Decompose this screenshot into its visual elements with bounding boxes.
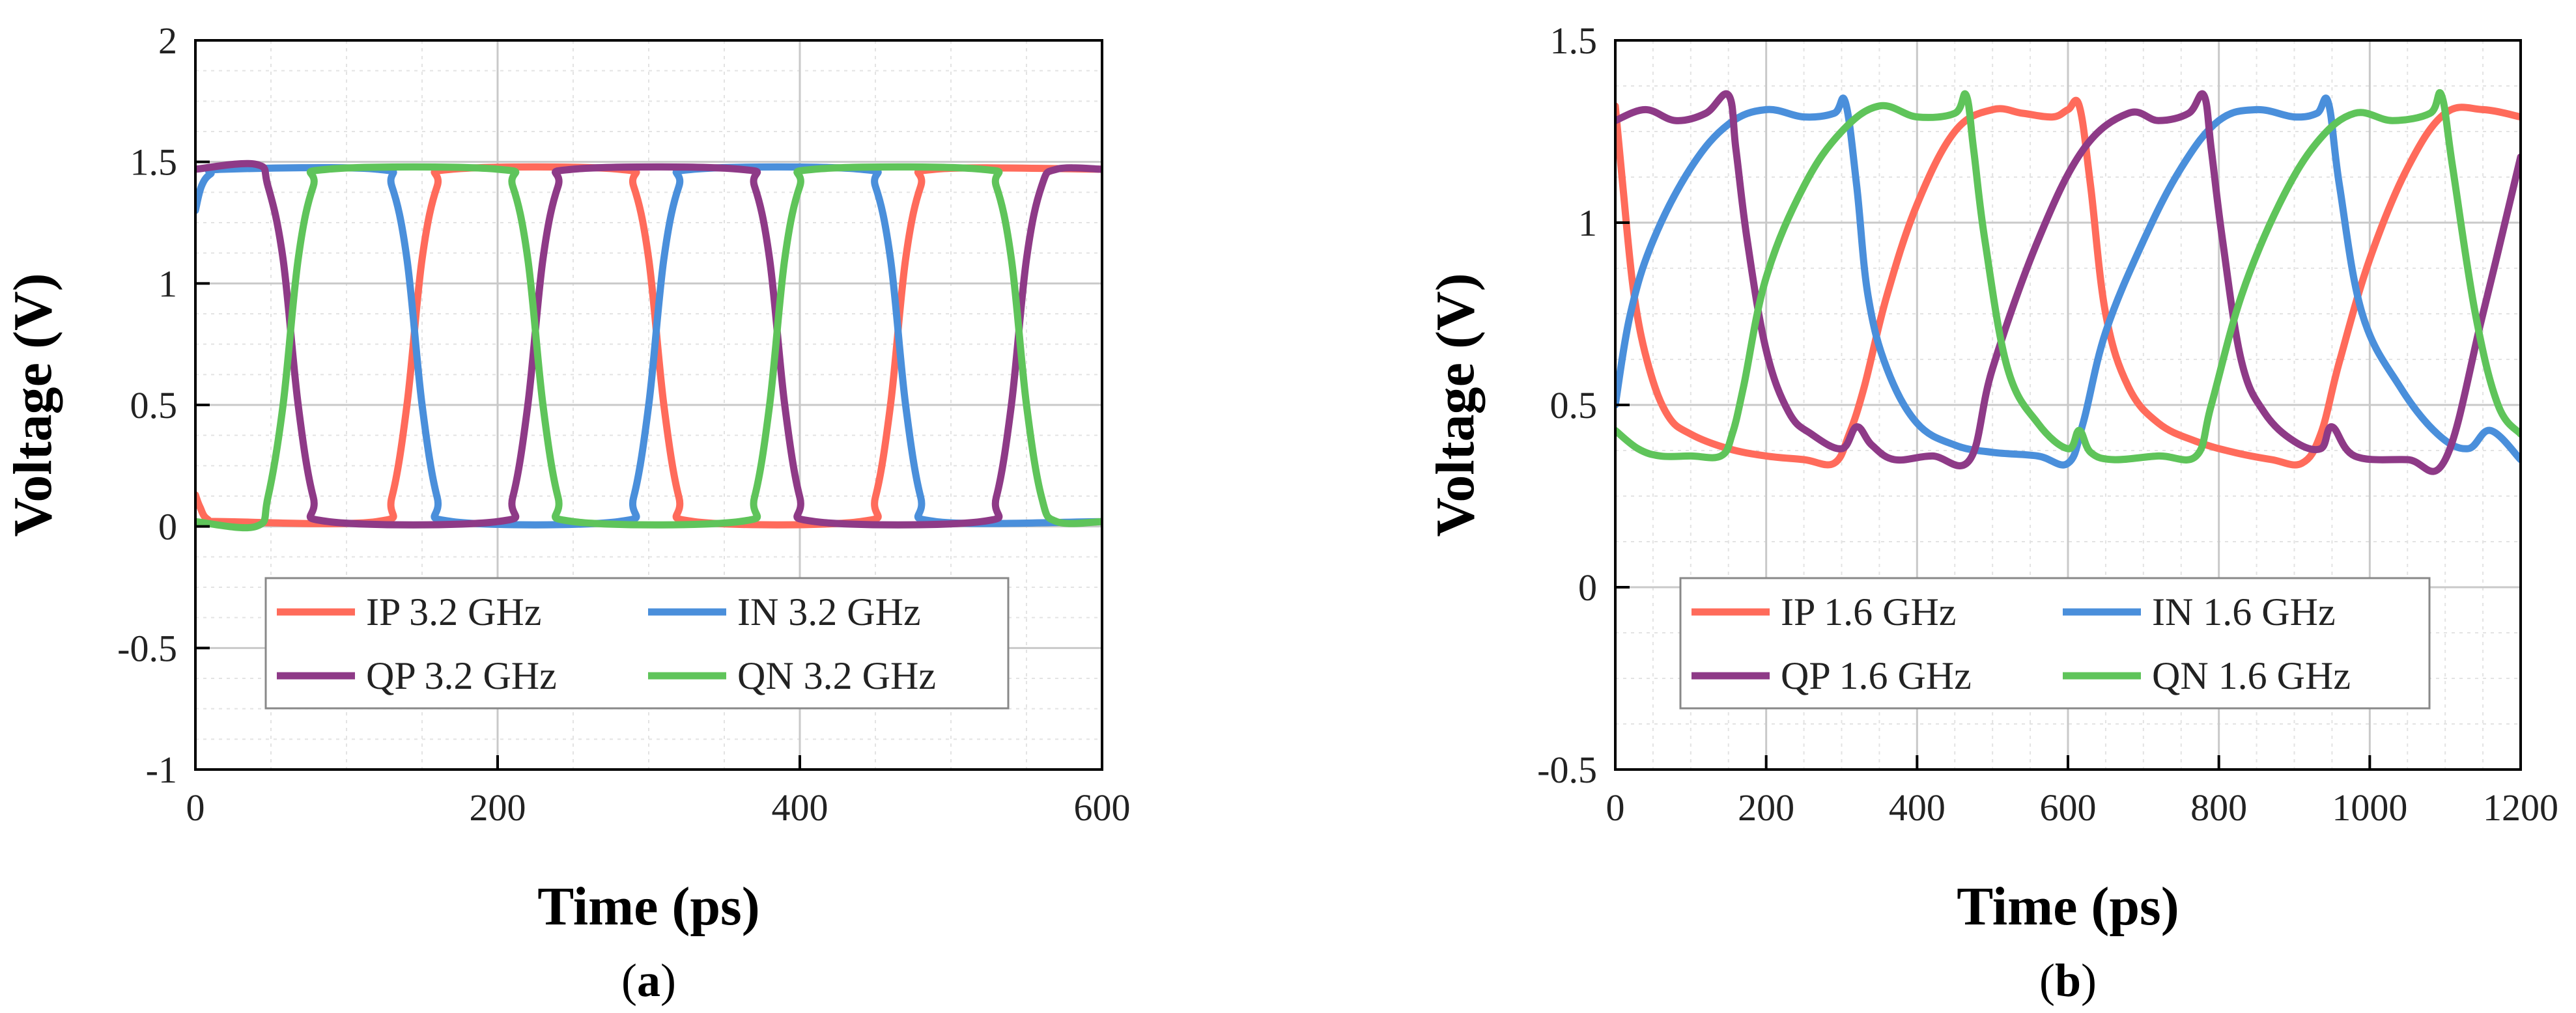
y-tick-label: -0.5 — [117, 627, 177, 669]
series-line-qp-a — [195, 160, 1102, 529]
y-tick-label: 0 — [158, 506, 177, 548]
y-tick-label: 1.5 — [130, 141, 178, 184]
x-tick-label: 600 — [2040, 786, 2097, 829]
series-line-in-b — [1615, 94, 2521, 469]
legend-label-a-1: IN 3.2 GHz — [737, 590, 921, 633]
caption-a: (a) — [621, 954, 676, 1006]
caption-letter-a: a — [637, 954, 660, 1006]
series-line-qn-a — [195, 163, 1102, 532]
ticks-a: 0 200 400 600 -1 -0.5 0 0.5 1 1.5 2 — [117, 20, 1130, 829]
legend-box-b — [1679, 577, 2431, 710]
legend-label-a-3: QN 3.2 GHz — [737, 654, 936, 697]
y-tick-label: 1 — [1578, 202, 1597, 244]
chart-panel-b: 0 200 400 600 800 1000 1200-0.500.511.5 IP 1.6… — [1425, 20, 2558, 1006]
x-tick-label: 200 — [470, 786, 526, 829]
x-tick-label: 0 — [186, 786, 205, 829]
series-line-ip-b — [1615, 96, 2521, 469]
y-tick-label: 2 — [158, 20, 177, 62]
series-line-qn-b — [1615, 89, 2521, 464]
y-tick-label: 0 — [1578, 566, 1597, 609]
series-line-qp-b — [1615, 90, 2521, 475]
y-tick-label: 0.5 — [1550, 384, 1598, 426]
series-layer-a — [195, 160, 1102, 532]
y-tick-label: 0.5 — [130, 384, 178, 426]
series-layer-b — [1615, 89, 2521, 475]
x-axis-label-b: Time (ps) — [1957, 876, 2179, 937]
legend-b: IP 1.6 GHz IN 1.6 GHz QP 1.6 GHz QN 1.6 … — [1679, 577, 2431, 710]
y-tick-label: -0.5 — [1537, 749, 1597, 791]
legend-label-a-2: QP 3.2 GHz — [366, 654, 557, 697]
x-tick-label: 200 — [1738, 786, 1794, 829]
x-tick-label: 800 — [2190, 786, 2247, 829]
legend-label-a-0: IP 3.2 GHz — [366, 590, 541, 633]
legend-label-b-2: QP 1.6 GHz — [1781, 654, 1972, 697]
ticks-b: 0 200 400 600 800 1000 1200-0.500.511.5 — [1537, 20, 2558, 829]
y-axis-label-a: Voltage (V) — [3, 273, 63, 536]
legend-a: IP 3.2 GHz IN 3.2 GHz QP 3.2 GHz QN 3.2 … — [264, 577, 1010, 710]
x-axis-label-a: Time (ps) — [537, 876, 759, 937]
x-tick-label: 0 — [1606, 786, 1625, 829]
chart-panel-a: 0 200 400 600 -1 -0.5 0 0.5 1 1.5 2 IP 3.2 GHz IN … — [3, 20, 1131, 1006]
x-tick-label: 1000 — [2332, 786, 2407, 829]
caption-letter-b: b — [2055, 954, 2081, 1006]
x-tick-label: 400 — [1889, 786, 1946, 829]
caption-b: (b) — [2039, 954, 2097, 1006]
legend-label-b-0: IP 1.6 GHz — [1781, 590, 1956, 633]
y-tick-label: 1.5 — [1550, 20, 1598, 62]
legend-label-b-3: QN 1.6 GHz — [2152, 654, 2351, 697]
x-tick-label: 600 — [1074, 786, 1131, 829]
legend-label-b-1: IN 1.6 GHz — [2152, 590, 2336, 633]
y-tick-label: 1 — [158, 262, 177, 305]
x-tick-label: 1200 — [2483, 786, 2558, 829]
y-tick-label: -1 — [146, 749, 177, 791]
y-axis-label-b: Voltage (V) — [1425, 273, 1486, 536]
legend-box-a — [264, 577, 1010, 710]
x-tick-label: 400 — [772, 786, 828, 829]
